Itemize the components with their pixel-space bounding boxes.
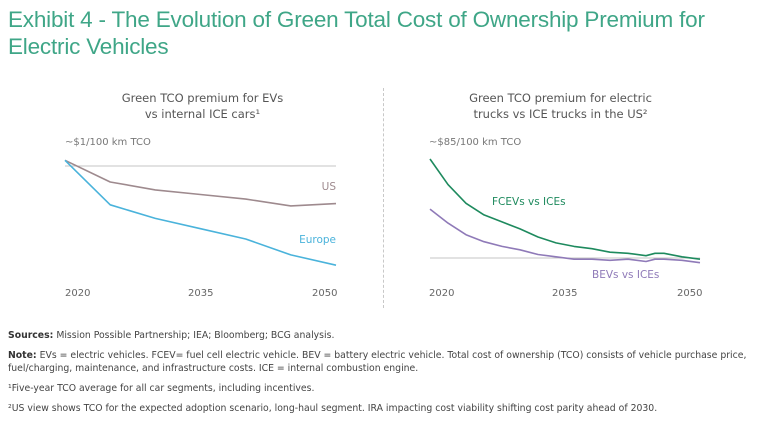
right-x-tick-2035: 2035 (552, 288, 578, 299)
left-chart-title: Green TCO premium for EVs vs internal IC… (90, 90, 315, 122)
note-text: EVs = electric vehicles. FCEV= fuel cell… (8, 350, 747, 374)
right-chart-unit-label: ~$85/100 km TCO (429, 137, 522, 148)
right-x-tick-2050: 2050 (677, 288, 703, 299)
left-x-tick-2020: 2020 (65, 288, 91, 299)
series-line-fcevs-vs-ices (429, 158, 701, 260)
chart-divider (383, 88, 384, 308)
exhibit-title: Exhibit 4 - The Evolution of Green Total… (8, 7, 705, 59)
sources-text: Mission Possible Partnership; IEA; Bloom… (53, 330, 335, 341)
right-chart-title: Green TCO premium for electric trucks vs… (448, 90, 673, 122)
series-label-bevs-vs-ices: BEVs vs ICEs (592, 269, 659, 281)
left-x-tick-2035: 2035 (188, 288, 214, 299)
series-line-bevs-vs-ices (429, 208, 701, 264)
footnote-1: ¹Five-year TCO average for all car segme… (8, 383, 315, 394)
series-label-fcevs-vs-ices: FCEVs vs ICEs (492, 196, 566, 208)
sources-label: Sources: (8, 330, 54, 341)
right-chart-title-line1: Green TCO premium for electric (469, 91, 652, 105)
right-chart-title-line2: trucks vs ICE trucks in the US² (473, 107, 648, 121)
left-x-tick-2050: 2050 (312, 288, 338, 299)
series-line-us (64, 159, 337, 207)
series-line-europe (64, 159, 337, 266)
right-x-tick-2020: 2020 (429, 288, 455, 299)
note-line: Note: EVs = electric vehicles. FCEV= fue… (8, 349, 763, 375)
series-label-europe: Europe (299, 234, 336, 246)
footnotes: Sources: Mission Possible Partnership; I… (8, 329, 763, 422)
left-chart-unit-label: ~$1/100 km TCO (65, 137, 151, 148)
left-chart-title-line1: Green TCO premium for EVs (121, 91, 284, 105)
left-chart-title-line2: vs internal ICE cars¹ (144, 107, 261, 121)
footnote-2: ²US view shows TCO for the expected adop… (8, 403, 658, 414)
series-label-us: US (322, 181, 337, 193)
sources-line: Sources: Mission Possible Partnership; I… (8, 329, 763, 342)
note-label: Note: (8, 350, 37, 361)
